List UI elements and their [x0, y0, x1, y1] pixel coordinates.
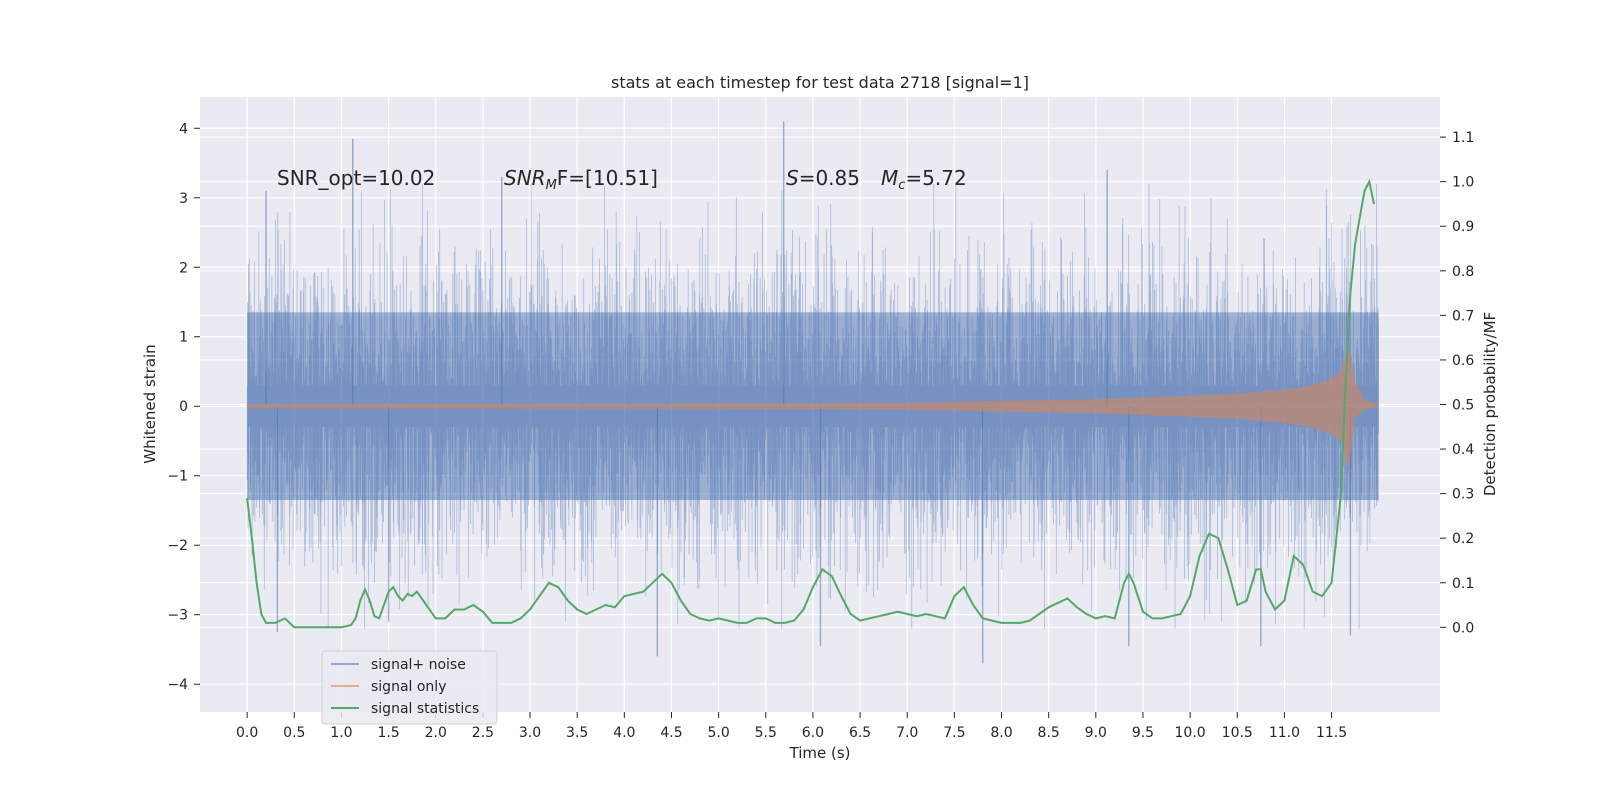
x-tick-label: 1.5 [377, 725, 399, 741]
x-tick-label: 7.5 [943, 725, 965, 741]
annotation-snr-mf: SNRMF=[10.51] [504, 166, 658, 193]
y-tick-label-right: 0.4 [1452, 442, 1474, 458]
chart-title: stats at each timestep for test data 271… [611, 73, 1029, 92]
signal-statistics-series [246, 178, 1375, 629]
signal-only-envelope [247, 342, 1379, 471]
legend-frame [321, 650, 498, 725]
x-tick-label: 3.5 [566, 725, 588, 741]
legend-label-signal-noise: signal+ noise [371, 657, 466, 673]
y-tick-label-left: 3 [179, 191, 188, 207]
y-tick-label-right: 0.3 [1452, 487, 1474, 503]
x-tick-label: 0.0 [236, 725, 258, 741]
x-tick-label: 9.0 [1085, 725, 1107, 741]
x-tick-label: 7.0 [896, 725, 918, 741]
y-tick-label-right: 0.7 [1452, 308, 1474, 324]
mc-sub: c [898, 178, 905, 193]
x-tick-label: 11.0 [1269, 725, 1300, 741]
x-tick-label: 2.0 [425, 725, 447, 741]
y-tick-label-right: 0.5 [1452, 398, 1474, 414]
signal-only-series [247, 342, 1379, 471]
y-tick-label-right: 0.8 [1452, 264, 1474, 280]
legend: signal+ noise signal only signal statist… [321, 650, 498, 725]
y-tick-label-left: −4 [167, 677, 188, 693]
y-tick-label-right: 0.2 [1452, 531, 1474, 547]
axes: 0.0 0.5 1.0 1.5 2.0 2.5 3.0 3.5 4.0 4.5 5.0 5.5 6.0 6… [167, 121, 1474, 741]
y-tick-label-left: −2 [167, 538, 188, 554]
y-tick-label-right: 1.0 [1452, 175, 1474, 191]
x-tick-label: 10.0 [1175, 725, 1206, 741]
x-tick-label: 4.0 [613, 725, 635, 741]
y-tick-label-right: 0.6 [1452, 353, 1474, 369]
signal-statistics-line [246, 178, 1375, 629]
snr-mf-rest: F=[10.51] [557, 166, 658, 190]
y-axis-label-left: Whitened strain [141, 344, 159, 463]
x-tick-label: 6.0 [802, 725, 824, 741]
y-tick-label-right: 0.9 [1452, 219, 1474, 235]
x-tick-label: 1.0 [330, 725, 352, 741]
y-tick-label-right: 1.1 [1452, 130, 1474, 146]
x-tick-label: 5.5 [755, 725, 777, 741]
x-tick-label: 6.5 [849, 725, 871, 741]
x-tick-label: 8.0 [990, 725, 1012, 741]
legend-label-signal-only: signal only [371, 679, 446, 695]
s-value: =0.85 [799, 166, 860, 190]
snr-mf-main: SNR [504, 166, 546, 190]
x-tick-label: 0.5 [283, 725, 305, 741]
mc-value: =5.72 [905, 166, 966, 190]
snr-mf-sub: M [546, 178, 557, 193]
mc-symbol: M [881, 166, 898, 190]
x-tick-label: 8.5 [1038, 725, 1060, 741]
x-tick-label: 5.0 [707, 725, 729, 741]
y-tick-label-left: 0 [179, 399, 188, 415]
x-tick-label: 2.5 [472, 725, 494, 741]
y-tick-label-left: 1 [179, 330, 188, 346]
y-tick-label-right: 0.0 [1452, 620, 1474, 636]
x-tick-label: 9.5 [1132, 725, 1154, 741]
annotation-s: S=0.85 [786, 166, 860, 190]
s-symbol: S [786, 166, 799, 190]
x-tick-label: 3.0 [519, 725, 541, 741]
x-tick-label: 11.5 [1316, 725, 1347, 741]
y-tick-label-left: −3 [167, 608, 188, 624]
annotation-mc: Mc=5.72 [881, 166, 967, 193]
x-tick-label: 4.5 [660, 725, 682, 741]
y-tick-label-left: −1 [167, 469, 188, 485]
y-tick-label-right: 0.1 [1452, 576, 1474, 592]
x-tick-label: 10.5 [1222, 725, 1253, 741]
legend-label-signal-statistics: signal statistics [371, 701, 479, 717]
y-axis-label-right: Detection probability/MF [1481, 312, 1499, 496]
x-axis-label: Time (s) [789, 744, 851, 762]
y-tick-label-left: 2 [179, 260, 188, 276]
y-tick-label-left: 4 [179, 121, 188, 137]
annotation-snr-opt: SNR_opt=10.02 [277, 166, 435, 190]
